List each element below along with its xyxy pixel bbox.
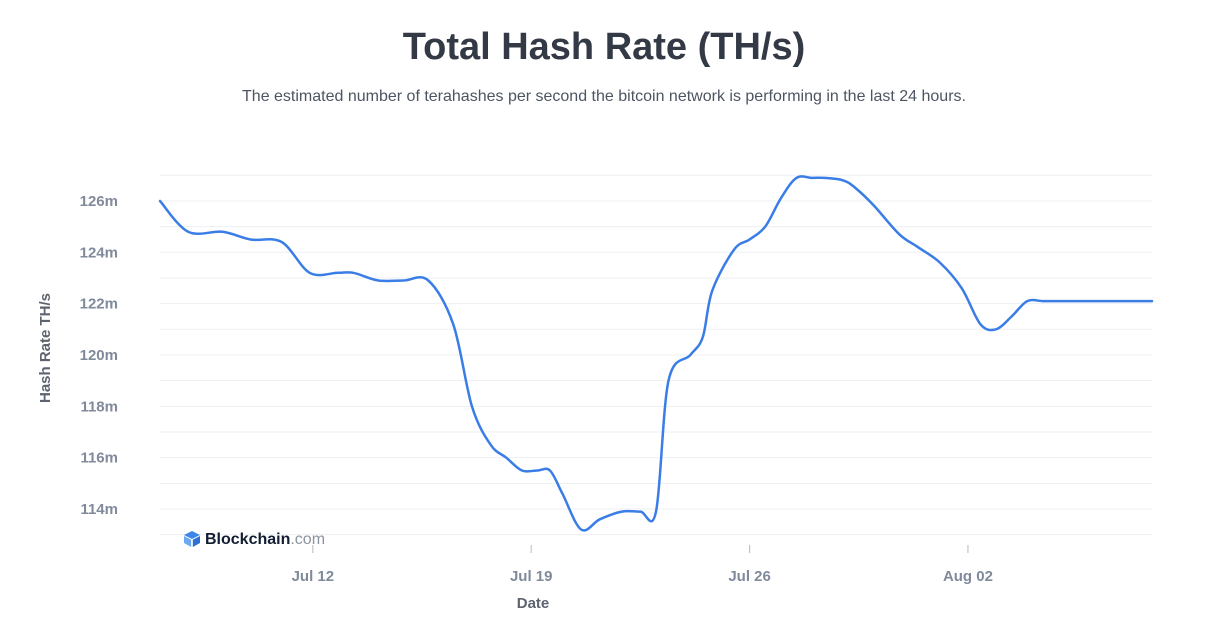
x-tick-label: Jul 26	[728, 568, 771, 585]
y-axis-label: Hash Rate TH/s	[37, 293, 54, 403]
svg-text:Blockchain.com: Blockchain.com	[205, 531, 325, 548]
y-tick-label: 122m	[80, 296, 118, 313]
chart-subtitle: The estimated number of terahashes per s…	[242, 88, 966, 105]
x-axis-ticks: Jul 12 Jul 19 Jul 26 Aug 02	[292, 545, 993, 585]
chart-title: Total Hash Rate (TH/s)	[402, 26, 806, 68]
grid-lines	[160, 174, 1152, 536]
x-axis-label: Date	[517, 595, 550, 612]
x-tick-label: Jul 19	[510, 568, 553, 585]
hash-rate-line	[158, 175, 1154, 532]
blockchain-logo-icon	[184, 531, 200, 547]
y-tick-label: 120m	[80, 347, 118, 364]
watermark-suffix: .com	[290, 531, 325, 548]
blockchain-watermark: Blockchain.com	[184, 531, 325, 548]
y-axis-ticks: 114m 116m 118m 120m 122m 124m 126m	[80, 193, 118, 518]
y-tick-label: 114m	[80, 501, 118, 518]
y-tick-label: 126m	[80, 193, 118, 210]
watermark-brand: Blockchain	[205, 531, 290, 548]
x-tick-label: Aug 02	[943, 568, 993, 585]
y-tick-label: 116m	[80, 450, 118, 467]
x-tick-label: Jul 12	[292, 568, 335, 585]
y-tick-label: 124m	[80, 244, 118, 261]
y-tick-label: 118m	[80, 398, 118, 415]
